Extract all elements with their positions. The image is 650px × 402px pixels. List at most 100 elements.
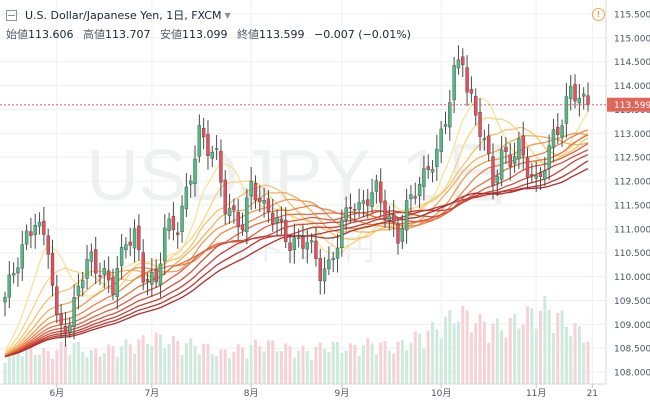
volume-bar [12,346,16,384]
volume-bar [176,341,180,384]
volume-bar [413,331,417,384]
volume-bar [59,341,63,384]
open-label: 始値 [6,28,28,41]
candle-body [115,267,119,297]
volume-bar [366,338,370,384]
ribbon-ma-line [4,126,589,356]
volume-bar [439,338,443,384]
volume-bar [530,308,534,384]
candle-body [236,212,240,228]
volume-bar [29,344,33,384]
volume-bar [124,339,128,384]
candle-body [314,240,318,259]
volume-bar [456,321,460,384]
candle-body [564,96,569,124]
volume-bar [288,346,292,384]
candle-body [141,252,145,283]
volume-bar [508,317,512,384]
candle-body [370,192,374,207]
volume-bar [474,323,478,384]
candle-body [560,125,564,138]
volume-bar [111,345,115,384]
volume-bar [158,334,162,384]
high-value: 113.707 [105,28,151,41]
candle-body [33,225,37,236]
chevron-down-icon[interactable]: ▼ [224,10,231,20]
candle-body [344,207,348,221]
candle-body [72,297,76,327]
candle-body [98,275,102,278]
candle-body [474,95,478,116]
symbol-title[interactable]: U.S. Dollar/Japanese Yen, 1日, FXCM [25,9,222,22]
volume-bar [279,351,283,384]
candle-body [430,168,435,173]
volume-bar [292,357,296,384]
candle-body [422,168,426,187]
candle-body [387,215,392,221]
volume-bar [400,340,404,384]
volume-bar [379,342,383,384]
volume-bar [318,342,322,384]
volume-bar [495,318,499,384]
candle-body [249,181,253,197]
moving-average-ribbon [4,97,589,358]
candle-body [124,244,128,251]
price-tick-label: 108.500 [614,345,650,355]
volume-bar [16,351,20,384]
collapse-legend-icon[interactable] [6,9,17,21]
volume-bar [115,356,119,384]
candle-body [456,59,461,69]
volume-bar [46,350,50,384]
candlesticks [3,45,590,347]
volume-bar [478,313,482,384]
candle-body [452,65,456,101]
candle-body [348,207,353,209]
volume-bar [284,343,288,384]
ribbon-ma-line [4,132,589,357]
low-value: 113.099 [182,28,228,41]
candle-body [232,205,236,211]
price-tick-label: 109.000 [614,321,650,331]
symbol-watermark: USDJPY, 1日 米ドル / 円 [87,136,514,268]
candle-body [275,217,279,223]
volume-bar [189,338,193,384]
candle-body [11,273,16,276]
volume-bar [146,343,150,384]
volume-bar [7,351,11,384]
candle-body [279,218,284,222]
volume-bar [586,341,590,384]
candle-body [400,228,405,242]
time-axis[interactable]: 6月 7月 8月 9月 10月 11月 21 [0,383,606,399]
price-tick-label: 115.000 [614,34,650,44]
volume-bar [3,362,7,384]
volume-bar [344,350,348,384]
price-axis[interactable]: 108.000 108.500 109.000 109.500 110.000 110.5… [0,0,650,384]
candle-body [227,207,232,217]
volume-bar [193,345,197,384]
candle-body [443,124,448,127]
volume-bar [461,305,465,384]
volume-bar [202,343,206,384]
price-tick-label: 112.000 [614,178,650,188]
candle-body [154,269,158,283]
candle-body [305,242,309,250]
price-tick-label: 113.000 [614,130,650,140]
warning-icon[interactable]: ! [592,8,605,21]
ribbon-ma-line [4,97,589,352]
candle-body [508,154,512,167]
volume-bar [38,354,42,384]
volume-bar [215,355,219,384]
volume-bar [513,314,517,384]
candle-body [245,197,249,233]
candle-body [55,286,59,316]
volume-bar [448,310,452,384]
candle-body [240,224,245,231]
candle-body [106,270,111,281]
volume-bar [573,322,577,384]
volume-bar [25,344,29,384]
volume-bar [409,342,413,384]
candle-body [465,67,469,93]
volume-bar [405,349,409,384]
